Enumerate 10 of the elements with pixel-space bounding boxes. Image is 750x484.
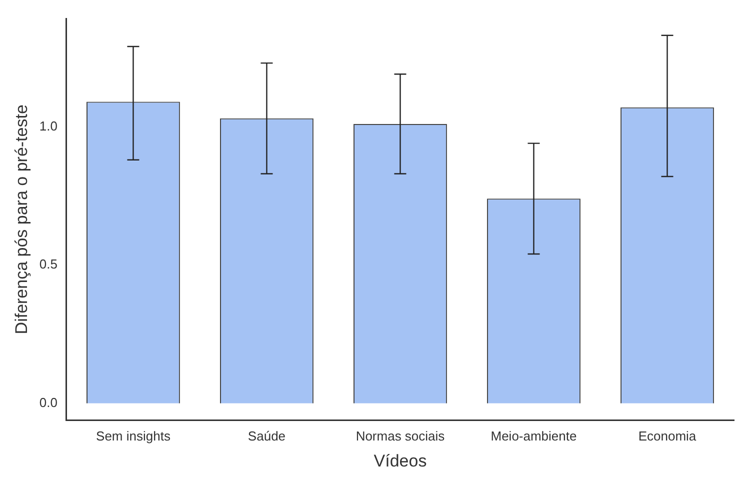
x-tick-label: Sem insights [96, 428, 171, 444]
y-tick-label: 1.0 [39, 118, 58, 134]
x-tick-label: Meio-ambiente [490, 428, 577, 444]
y-tick-label: 0.5 [39, 256, 58, 272]
x-axis-title: Vídeos [374, 451, 427, 470]
x-tick-label: Economia [638, 428, 697, 444]
y-axis-title: Diferença pós para o pré-teste [12, 104, 31, 334]
x-tick-label: Saúde [248, 428, 286, 444]
y-tick-label: 0.0 [39, 394, 58, 410]
x-tick-label: Normas sociais [356, 428, 446, 444]
